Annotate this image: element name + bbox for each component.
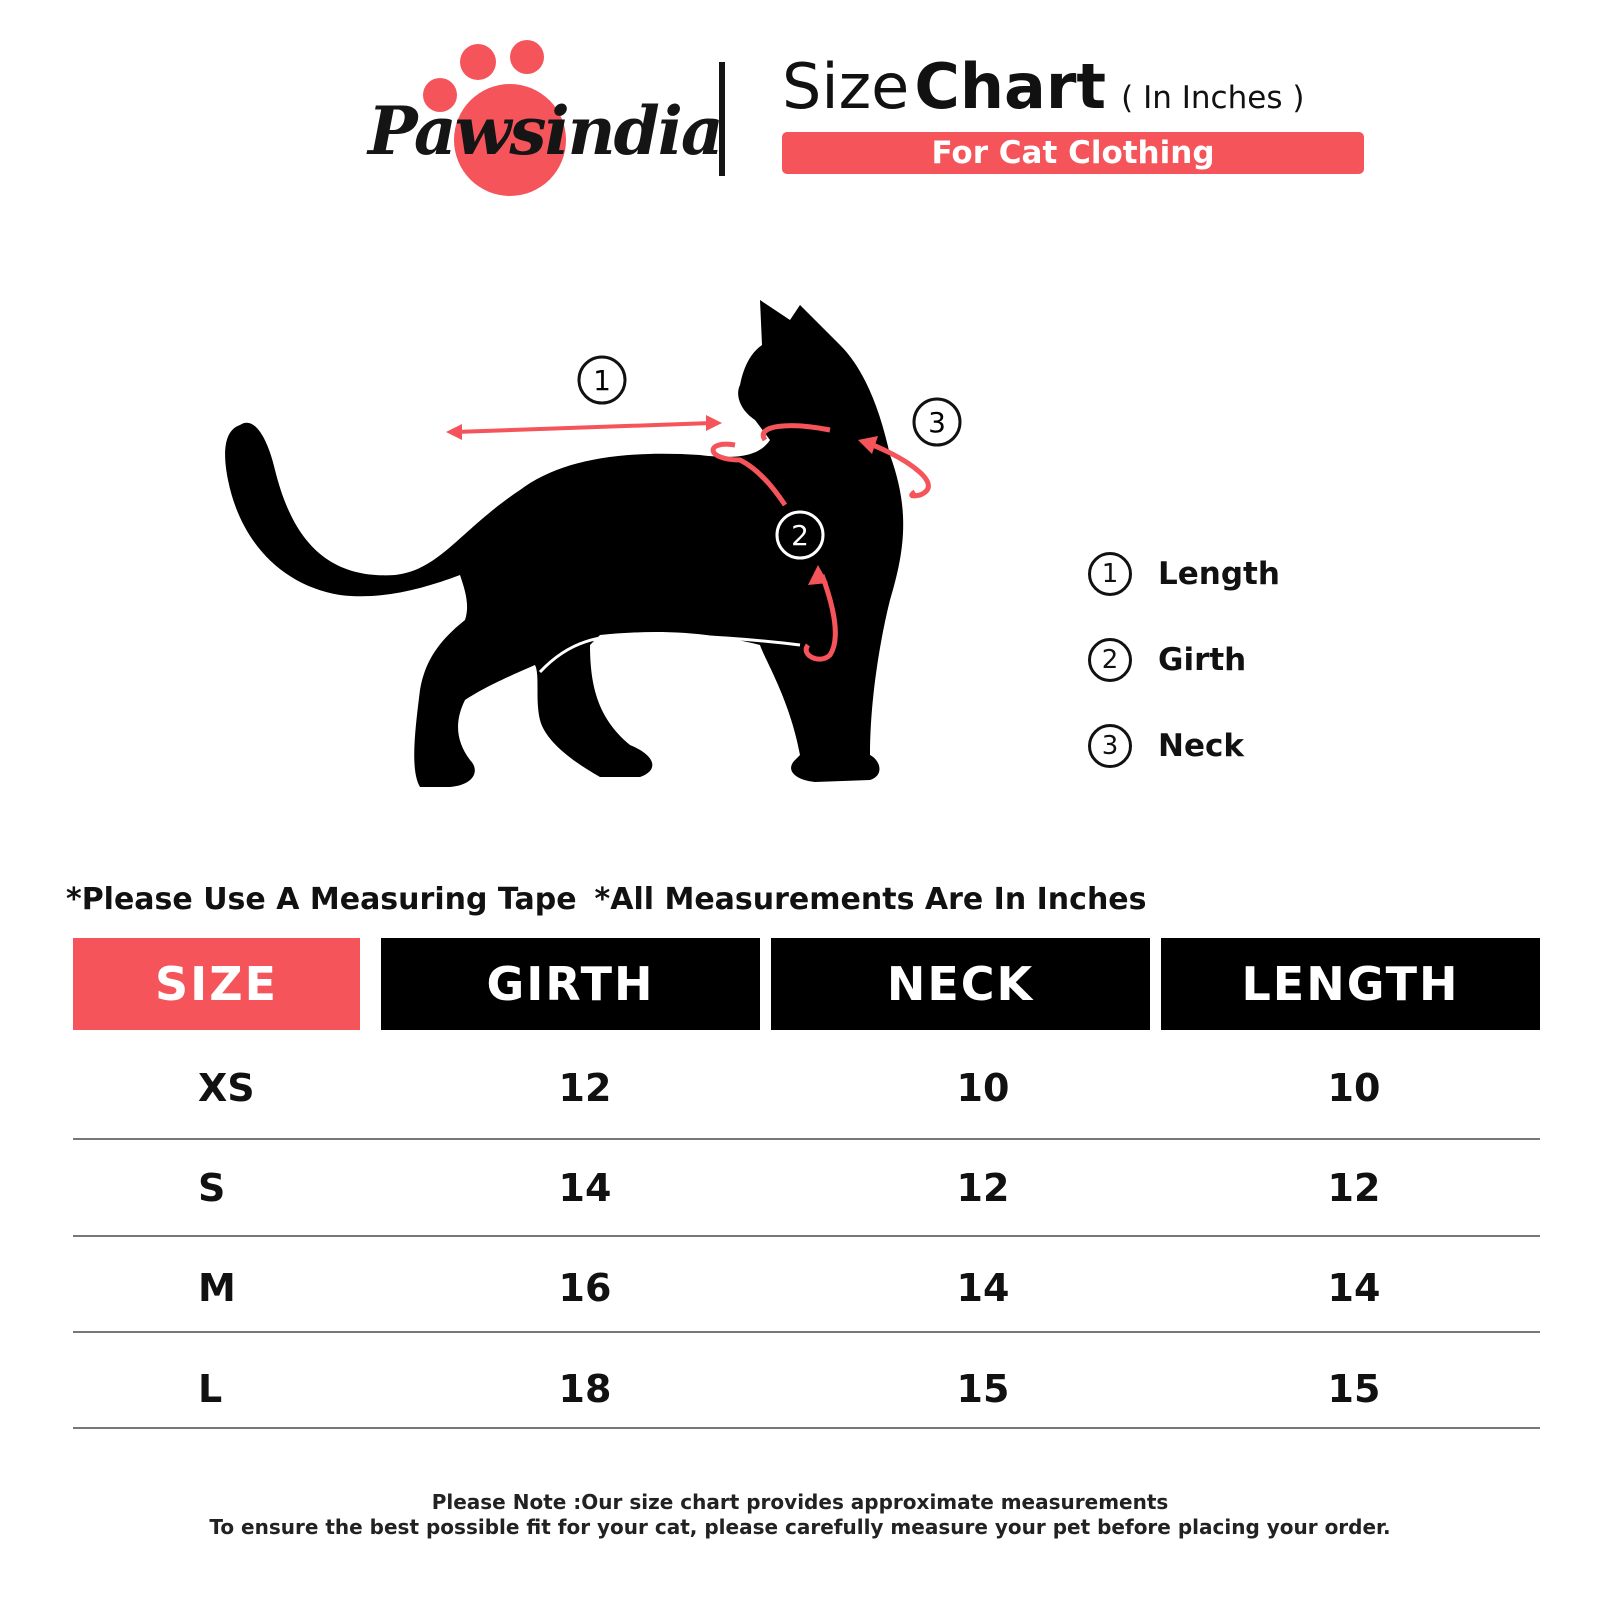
header-size: SIZE — [73, 938, 360, 1030]
svg-text:3: 3 — [928, 406, 946, 439]
title-unit: ( In Inches ) — [1121, 80, 1305, 116]
header-girth: GIRTH — [381, 938, 760, 1030]
svg-text:1: 1 — [593, 364, 611, 397]
marker-2: 2 — [775, 510, 825, 560]
cat-silhouette — [225, 300, 904, 787]
header-neck: NECK — [771, 938, 1150, 1030]
brand-logo-text: Pawsindia — [368, 92, 724, 170]
girth-cell: 18 — [558, 1367, 612, 1411]
neck-cell: 12 — [956, 1166, 1010, 1210]
paw-logo-icon — [423, 40, 566, 196]
length-cell: 15 — [1327, 1367, 1381, 1411]
note-inches: *All Measurements Are In Inches — [594, 882, 1147, 917]
footer-note-1: Please Note :Our size chart provides app… — [431, 1490, 1169, 1514]
row-divider — [73, 1138, 1540, 1140]
footer-note-2: To ensure the best possible fit for your… — [209, 1515, 1391, 1539]
row-divider — [73, 1331, 1540, 1333]
header-length: LENGTH — [1161, 938, 1540, 1030]
girth-cell: 14 — [558, 1166, 612, 1210]
row-divider — [73, 1427, 1540, 1429]
neck-cell: 14 — [956, 1266, 1010, 1310]
size-cell: S — [198, 1166, 226, 1210]
legend-number: 3 — [1088, 724, 1132, 768]
row-divider — [73, 1235, 1540, 1237]
legend-item-length: 1 Length — [1088, 552, 1280, 596]
legend-item-neck: 3 Neck — [1088, 724, 1244, 768]
legend-number: 2 — [1088, 638, 1132, 682]
girth-cell: 16 — [558, 1266, 612, 1310]
cat-measurement-diagram: 1 2 3 — [225, 300, 962, 787]
length-cell: 14 — [1327, 1266, 1381, 1310]
legend-label: Length — [1158, 556, 1280, 592]
size-cell: XS — [198, 1066, 255, 1110]
note-tape: *Please Use A Measuring Tape — [66, 882, 577, 917]
legend-label: Girth — [1158, 642, 1247, 678]
measurement-notes: *Please Use A Measuring Tape *All Measure… — [66, 882, 1147, 917]
title-chart: Chart — [914, 50, 1107, 123]
girth-cell: 12 — [558, 1066, 612, 1110]
svg-text:2: 2 — [791, 519, 809, 552]
size-cell: M — [198, 1266, 236, 1310]
legend-label: Neck — [1158, 728, 1244, 764]
marker-3: 3 — [912, 397, 962, 447]
neck-cell: 15 — [956, 1367, 1010, 1411]
marker-1: 1 — [577, 355, 627, 405]
title-size: Size — [782, 50, 910, 123]
page-title: Size Chart ( In Inches ) — [782, 50, 1304, 123]
header-divider — [719, 62, 725, 176]
length-cell: 12 — [1327, 1166, 1381, 1210]
size-cell: L — [198, 1367, 223, 1411]
length-cell: 10 — [1327, 1066, 1381, 1110]
subtitle-banner: For Cat Clothing — [782, 132, 1364, 174]
neck-cell: 10 — [956, 1066, 1010, 1110]
legend-number: 1 — [1088, 552, 1132, 596]
legend-item-girth: 2 Girth — [1088, 638, 1246, 682]
